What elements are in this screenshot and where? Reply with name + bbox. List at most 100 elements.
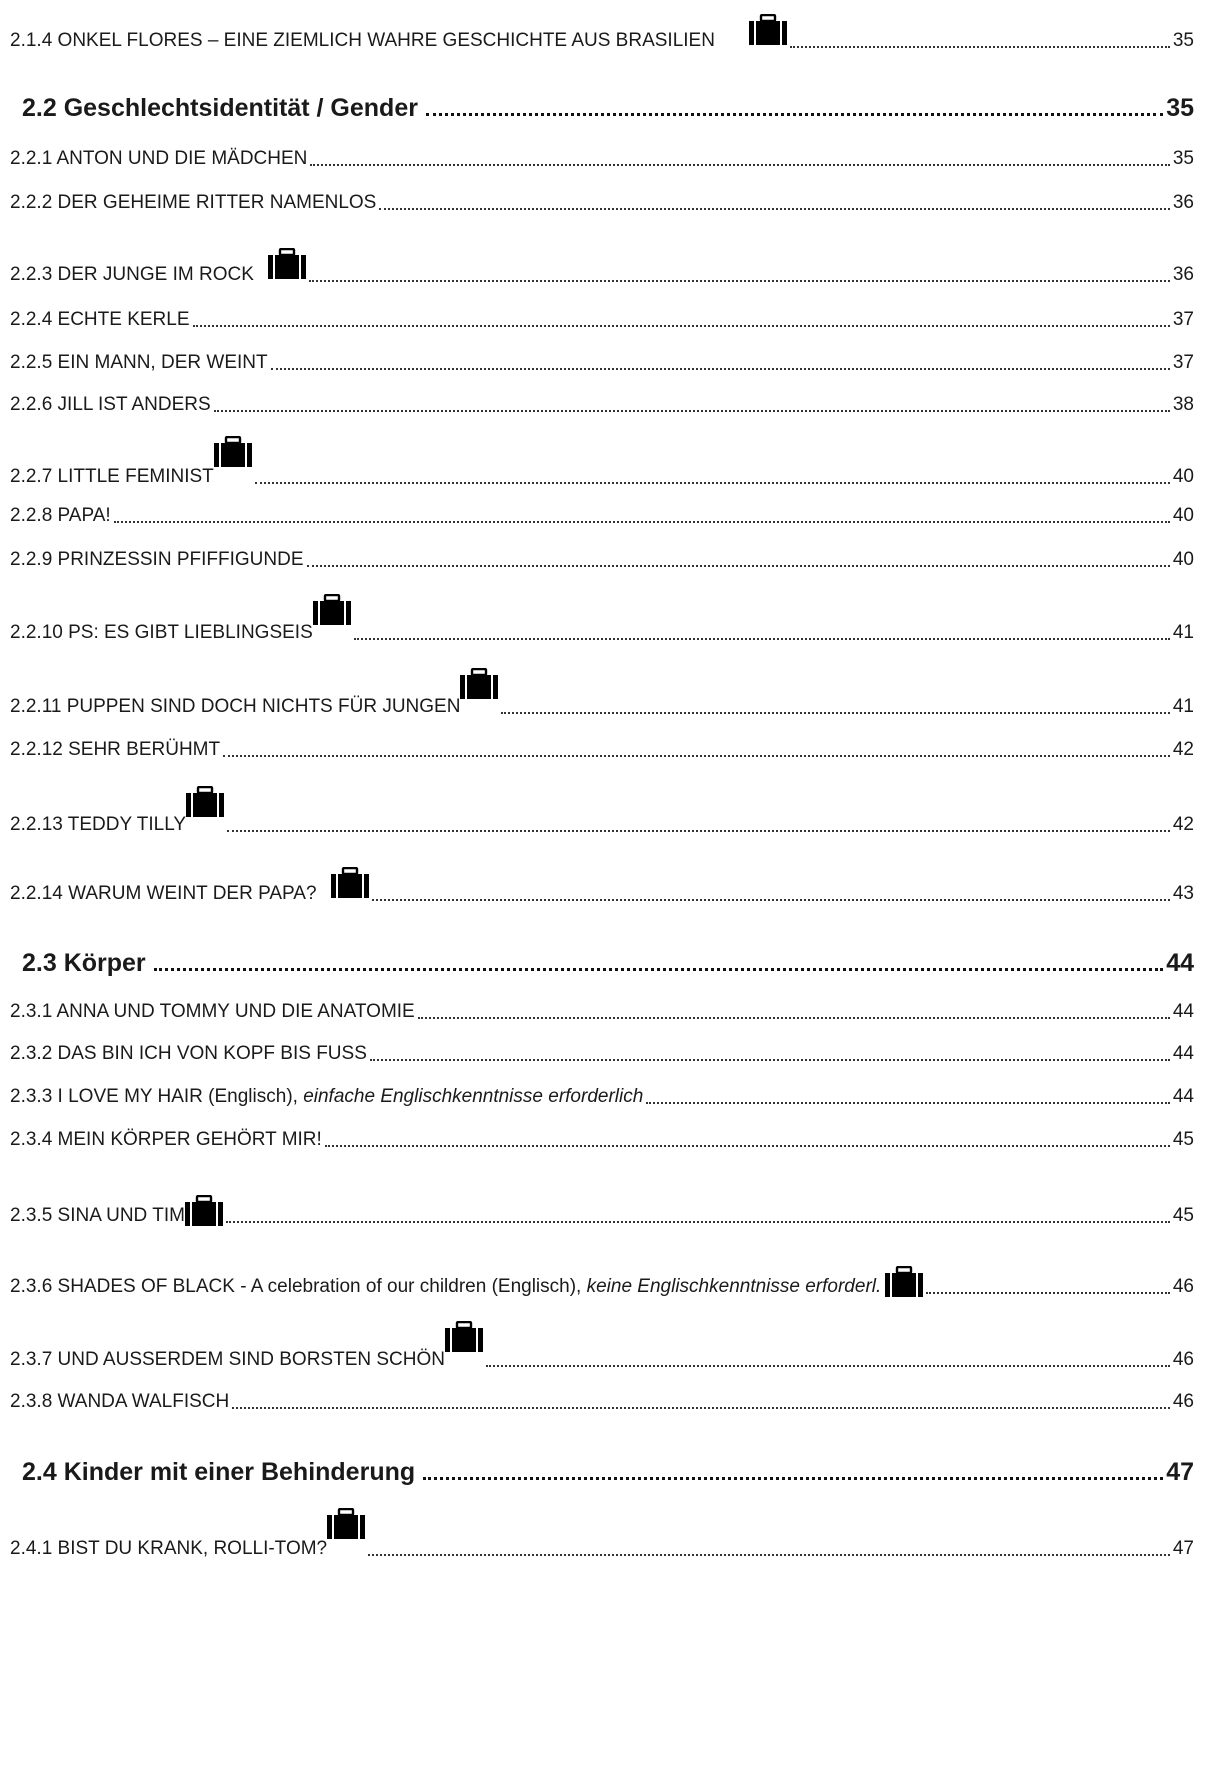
toc-page-number: 45 [1172, 1205, 1194, 1226]
toc-page-number: 42 [1172, 739, 1194, 760]
toc-entry-title: 2.2.5 EIN MANN, DER WEINT [10, 352, 268, 374]
toc-section-entry[interactable]: 2.2 Geschlechtsidentität / Gender 35 [22, 94, 1194, 122]
toc-entry-title: 2.2.14 WARUM WEINT DER PAPA? [10, 883, 317, 905]
toc-entry[interactable]: 2.1.4 ONKEL FLORES – EINE ZIEMLICH WAHRE… [10, 13, 1194, 52]
dot-leader [379, 208, 1170, 210]
toc-entry[interactable]: 2.2.12 SEHR BERÜHMT 42 [10, 739, 1194, 761]
toc-entry-title-text: 2.2.3 DER JUNGE IM ROCK [10, 264, 254, 285]
briefcase-icon [444, 1320, 483, 1371]
dot-leader [192, 325, 1170, 327]
toc-entry[interactable]: 2.3.4 MEIN KÖRPER GEHÖRT MIR! 45 [10, 1129, 1194, 1151]
toc-entry[interactable]: 2.2.6 JILL IST ANDERS 38 [10, 394, 1194, 416]
toc-entry-title-text: 2.4.1 BIST DU KRANK, ROLLI-TOM? [10, 1538, 328, 1559]
toc-entry-title: 2.3.8 WANDA WALFISCH [10, 1391, 229, 1413]
dot-leader [227, 830, 1170, 832]
toc-page-number: 46 [1172, 1276, 1194, 1297]
toc-entry-title-text: 2.2.7 LITTLE FEMINIST [10, 466, 214, 487]
toc-entry-title-text: 2.2.6 JILL IST ANDERS [10, 394, 211, 415]
toc-page-number: 40 [1172, 505, 1194, 526]
toc-entry-title: 2.3.6 SHADES OF BLACK - A celebration of… [10, 1276, 881, 1298]
dot-leader [213, 410, 1170, 412]
toc-entry-title: 2.2.6 JILL IST ANDERS [10, 394, 211, 416]
toc-page-number: 38 [1172, 394, 1194, 415]
toc-entry[interactable]: 2.3.5 SINA UND TIM 45 [10, 1194, 1194, 1227]
toc-page-number: 40 [1172, 549, 1194, 570]
dot-leader [789, 46, 1170, 48]
toc-page-number: 46 [1172, 1349, 1194, 1370]
toc-page-number: 47 [1172, 1538, 1194, 1559]
toc-entry[interactable]: 2.3.6 SHADES OF BLACK - A celebration of… [10, 1265, 1194, 1298]
dot-leader [113, 521, 1170, 523]
dot-leader [270, 368, 1170, 370]
toc-page-number: 47 [1166, 1458, 1194, 1486]
toc-entry-title-text: 2.4 Kinder mit einer Behinderung [22, 1458, 416, 1486]
toc-entry[interactable]: 2.2.14 WARUM WEINT DER PAPA? 43 [10, 866, 1194, 905]
dot-leader [153, 968, 1164, 971]
toc-entry-title: 2.2.8 PAPA! [10, 505, 111, 527]
toc-entry[interactable]: 2.2.7 LITTLE FEMINIST 40 [10, 435, 1194, 488]
dot-leader [646, 1102, 1170, 1104]
toc-entry-title: 2.2.11 PUPPEN SIND DOCH NICHTS FÜR JUNGE… [10, 696, 460, 718]
toc-entry-title: 2.4 Kinder mit einer Behinderung [22, 1458, 415, 1486]
toc-entry[interactable]: 2.3.1 ANNA UND TOMMY UND DIE ANATOMIE 44 [10, 1001, 1194, 1023]
toc-entry-title: 2.2.10 PS: ES GIBT LIEBLINGSEIS [10, 622, 313, 644]
toc-entry[interactable]: 2.4.1 BIST DU KRANK, ROLLI-TOM? 47 [10, 1507, 1194, 1560]
dot-leader [324, 1145, 1170, 1147]
dot-leader [232, 1407, 1170, 1409]
toc-entry-title: 2.2.1 ANTON UND DIE MÄDCHEN [10, 148, 307, 170]
toc-section-entry[interactable]: 2.4 Kinder mit einer Behinderung 47 [22, 1458, 1194, 1486]
toc-entry-title-text: 2.3 Körper [22, 949, 146, 977]
toc-entry[interactable]: 2.2.10 PS: ES GIBT LIEBLINGSEIS 41 [10, 593, 1194, 644]
toc-entry[interactable]: 2.2.5 EIN MANN, DER WEINT 37 [10, 352, 1194, 374]
toc-entry-title-text: 2.3.3 I LOVE MY HAIR (Englisch), [10, 1086, 304, 1107]
toc-page-number: 40 [1172, 466, 1194, 487]
toc-page-number: 44 [1172, 1043, 1194, 1064]
toc-entry[interactable]: 2.3.8 WANDA WALFISCH 46 [10, 1391, 1194, 1413]
toc-entry-title-text: 2.2.11 PUPPEN SIND DOCH NICHTS FÜR JUNGE… [10, 696, 461, 717]
toc-entry[interactable]: 2.2.3 DER JUNGE IM ROCK 36 [10, 247, 1194, 286]
toc-entry-title: 2.2.2 DER GEHEIME RITTER NAMENLOS [10, 192, 376, 214]
toc-entry-title-text: 2.2.4 ECHTE KERLE [10, 309, 190, 330]
toc-entry-title: 2.2 Geschlechtsidentität / Gender [22, 94, 418, 122]
dot-leader [926, 1292, 1170, 1294]
dot-leader [308, 280, 1170, 282]
toc-entry-note: keine Englischkenntnisse erforderl. [586, 1276, 882, 1297]
toc-page-number: 44 [1172, 1086, 1194, 1107]
toc-page-number: 42 [1172, 814, 1194, 835]
toc-entry-title: 2.2.4 ECHTE KERLE [10, 309, 190, 331]
toc-entry-title: 2.2.13 TEDDY TILLY [10, 814, 186, 836]
dot-leader [369, 1059, 1170, 1061]
toc-entry[interactable]: 2.2.1 ANTON UND DIE MÄDCHEN 35 [10, 148, 1194, 170]
dot-leader [425, 113, 1164, 116]
toc-entry-title-text: 2.3.1 ANNA UND TOMMY UND DIE ANATOMIE [10, 1001, 415, 1022]
toc-page-number: 43 [1172, 883, 1194, 904]
toc-entry-title: 2.2.9 PRINZESSIN PFIFFIGUNDE [10, 549, 304, 571]
toc-page-number: 35 [1172, 30, 1194, 51]
toc-entry-title-text: 2.3.2 DAS BIN ICH VON KOPF BIS FUSS [10, 1043, 367, 1064]
toc-entry[interactable]: 2.3.7 UND AUSSERDEM SIND BORSTEN SCHÖN 46 [10, 1320, 1194, 1371]
toc-entry[interactable]: 2.2.2 DER GEHEIME RITTER NAMENLOS 36 [10, 192, 1194, 214]
toc-entry-title-text: 2.2.8 PAPA! [10, 505, 111, 526]
toc-entry-title-text: 2.3.8 WANDA WALFISCH [10, 1391, 230, 1412]
toc-entry[interactable]: 2.2.13 TEDDY TILLY 42 [10, 785, 1194, 836]
toc-section-entry[interactable]: 2.3 Körper 44 [22, 949, 1194, 977]
toc-page-number: 36 [1172, 192, 1194, 213]
toc-page-number: 35 [1172, 148, 1194, 169]
briefcase-icon [885, 1265, 924, 1298]
toc-page-number: 35 [1166, 94, 1194, 122]
toc-page-number: 37 [1172, 352, 1194, 373]
toc-page-number: 44 [1166, 949, 1194, 977]
dot-leader [310, 164, 1170, 166]
toc-entry[interactable]: 2.2.9 PRINZESSIN PFIFFIGUNDE 40 [10, 549, 1194, 571]
toc-entry-title-text: 2.2.13 TEDDY TILLY [10, 814, 187, 835]
toc-entry[interactable]: 2.3.2 DAS BIN ICH VON KOPF BIS FUSS 44 [10, 1043, 1194, 1065]
toc-entry[interactable]: 2.3.3 I LOVE MY HAIR (Englisch), einfach… [10, 1086, 1194, 1108]
dot-leader [417, 1017, 1170, 1019]
toc-entry[interactable]: 2.2.4 ECHTE KERLE 37 [10, 309, 1194, 331]
toc-entry-title: 2.4.1 BIST DU KRANK, ROLLI-TOM? [10, 1538, 327, 1560]
toc-entry-note: einfache Englischkenntnisse erforderlich [303, 1086, 644, 1107]
toc-entry[interactable]: 2.2.8 PAPA! 40 [10, 505, 1194, 527]
toc-entry-title: 2.2.7 LITTLE FEMINIST [10, 466, 214, 488]
toc-entry-title-text: 2.2.9 PRINZESSIN PFIFFIGUNDE [10, 549, 304, 570]
toc-entry[interactable]: 2.2.11 PUPPEN SIND DOCH NICHTS FÜR JUNGE… [10, 667, 1194, 718]
